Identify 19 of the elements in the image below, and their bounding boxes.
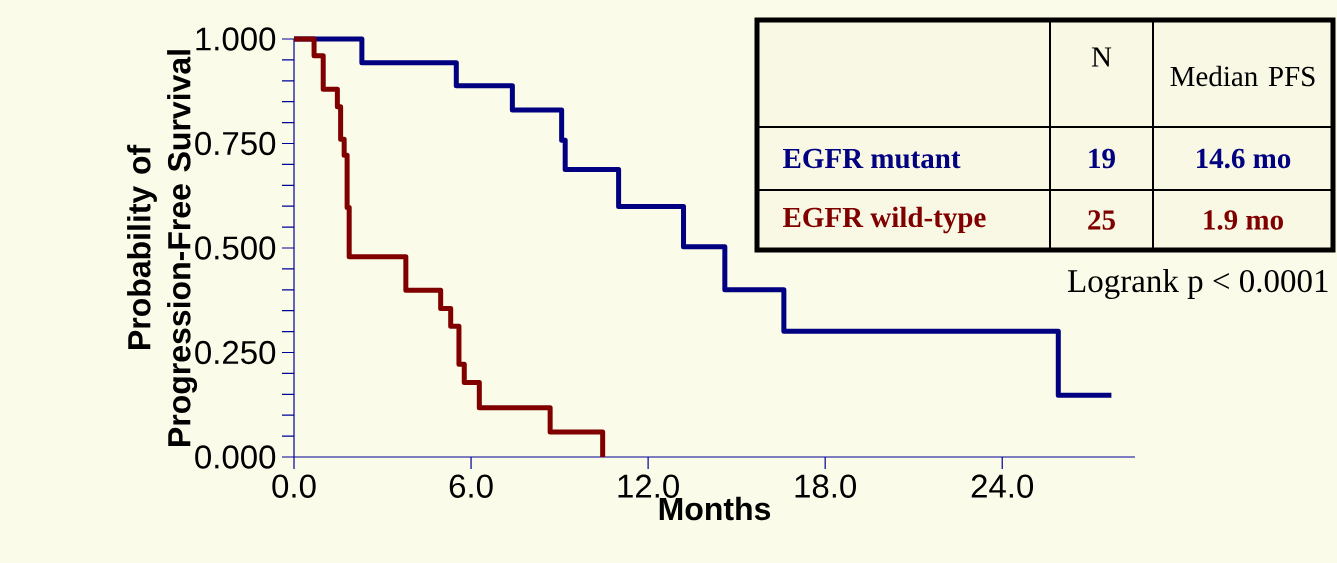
y-tick-label: 0.500 <box>195 236 276 260</box>
text: 14.6 mo <box>1197 148 1291 169</box>
x-axis-title: Months <box>659 496 771 521</box>
x-tick-label: 6.0 <box>449 474 493 498</box>
x-tick-label: 24.0 <box>971 474 1034 498</box>
y-tick-label: 0.000 <box>195 445 276 469</box>
x-tick-label: 0.0 <box>272 474 316 498</box>
annotation: Logrank p < 0.0001 <box>1068 269 1328 300</box>
text: Median PFS <box>1170 65 1315 87</box>
y-tick-label: 1.000 <box>196 27 276 51</box>
y-tick-label: 0.250 <box>195 340 276 365</box>
text: EGFR mutant <box>783 148 961 169</box>
text: EGFR wild-type <box>783 206 986 234</box>
x-tick-label: 12.0 <box>618 474 679 498</box>
x-tick-label: 18.0 <box>795 474 856 498</box>
annotation: N <box>1091 47 1112 67</box>
annotation: 25 <box>1088 210 1115 230</box>
text: 1.9 mo <box>1204 210 1283 230</box>
annotation: 19 <box>1089 148 1115 169</box>
